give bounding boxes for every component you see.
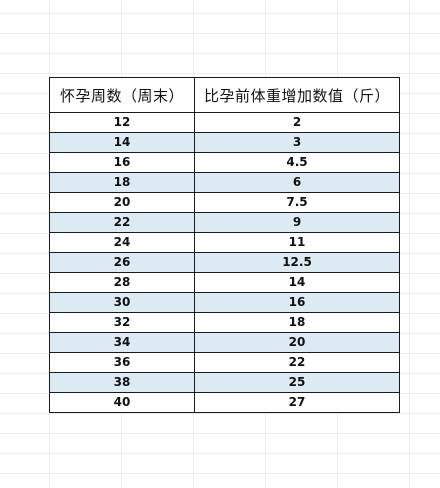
cell-weight-gain[interactable]: 22 bbox=[194, 352, 400, 373]
table-row: 12 2 bbox=[49, 112, 400, 133]
cell-weeks[interactable]: 24 bbox=[49, 232, 195, 253]
table-row: 32 18 bbox=[49, 312, 400, 333]
cell-weeks[interactable]: 18 bbox=[49, 172, 195, 193]
weight-gain-table-container: 怀孕周数（周末） 比孕前体重增加数值（斤） 12 2 14 3 16 4.5 1… bbox=[49, 77, 400, 413]
cell-weeks[interactable]: 36 bbox=[49, 352, 195, 373]
table-row: 14 3 bbox=[49, 132, 400, 153]
table-row: 34 20 bbox=[49, 332, 400, 353]
cell-weeks[interactable]: 30 bbox=[49, 292, 195, 313]
cell-weeks[interactable]: 38 bbox=[49, 372, 195, 393]
cell-weight-gain[interactable]: 18 bbox=[194, 312, 400, 333]
table-row: 36 22 bbox=[49, 352, 400, 373]
table-row: 28 14 bbox=[49, 272, 400, 293]
header-weight-gain[interactable]: 比孕前体重增加数值（斤） bbox=[194, 77, 400, 113]
cell-weight-gain[interactable]: 12.5 bbox=[194, 252, 400, 273]
cell-weight-gain[interactable]: 11 bbox=[194, 232, 400, 253]
cell-weeks[interactable]: 32 bbox=[49, 312, 195, 333]
cell-weeks[interactable]: 34 bbox=[49, 332, 195, 353]
cell-weight-gain[interactable]: 2 bbox=[194, 112, 400, 133]
cell-weight-gain[interactable]: 3 bbox=[194, 132, 400, 153]
cell-weight-gain[interactable]: 27 bbox=[194, 392, 400, 413]
table-row: 30 16 bbox=[49, 292, 400, 313]
cell-weight-gain[interactable]: 16 bbox=[194, 292, 400, 313]
table-row: 26 12.5 bbox=[49, 252, 400, 273]
table-row: 18 6 bbox=[49, 172, 400, 193]
cell-weight-gain[interactable]: 6 bbox=[194, 172, 400, 193]
table-row: 40 27 bbox=[49, 392, 400, 413]
table-row: 22 9 bbox=[49, 212, 400, 233]
cell-weeks[interactable]: 12 bbox=[49, 112, 195, 133]
header-pregnancy-weeks[interactable]: 怀孕周数（周末） bbox=[49, 77, 195, 113]
table-row: 16 4.5 bbox=[49, 152, 400, 173]
table-row: 38 25 bbox=[49, 372, 400, 393]
table-header-row: 怀孕周数（周末） 比孕前体重增加数值（斤） bbox=[49, 77, 400, 113]
table-row: 20 7.5 bbox=[49, 192, 400, 213]
cell-weight-gain[interactable]: 20 bbox=[194, 332, 400, 353]
cell-weight-gain[interactable]: 9 bbox=[194, 212, 400, 233]
cell-weight-gain[interactable]: 25 bbox=[194, 372, 400, 393]
cell-weight-gain[interactable]: 4.5 bbox=[194, 152, 400, 173]
cell-weeks[interactable]: 28 bbox=[49, 272, 195, 293]
cell-weeks[interactable]: 20 bbox=[49, 192, 195, 213]
weight-gain-table: 怀孕周数（周末） 比孕前体重增加数值（斤） 12 2 14 3 16 4.5 1… bbox=[49, 77, 400, 413]
cell-weeks[interactable]: 22 bbox=[49, 212, 195, 233]
cell-weeks[interactable]: 16 bbox=[49, 152, 195, 173]
cell-weeks[interactable]: 14 bbox=[49, 132, 195, 153]
cell-weeks[interactable]: 40 bbox=[49, 392, 195, 413]
table-row: 24 11 bbox=[49, 232, 400, 253]
cell-weeks[interactable]: 26 bbox=[49, 252, 195, 273]
cell-weight-gain[interactable]: 14 bbox=[194, 272, 400, 293]
cell-weight-gain[interactable]: 7.5 bbox=[194, 192, 400, 213]
